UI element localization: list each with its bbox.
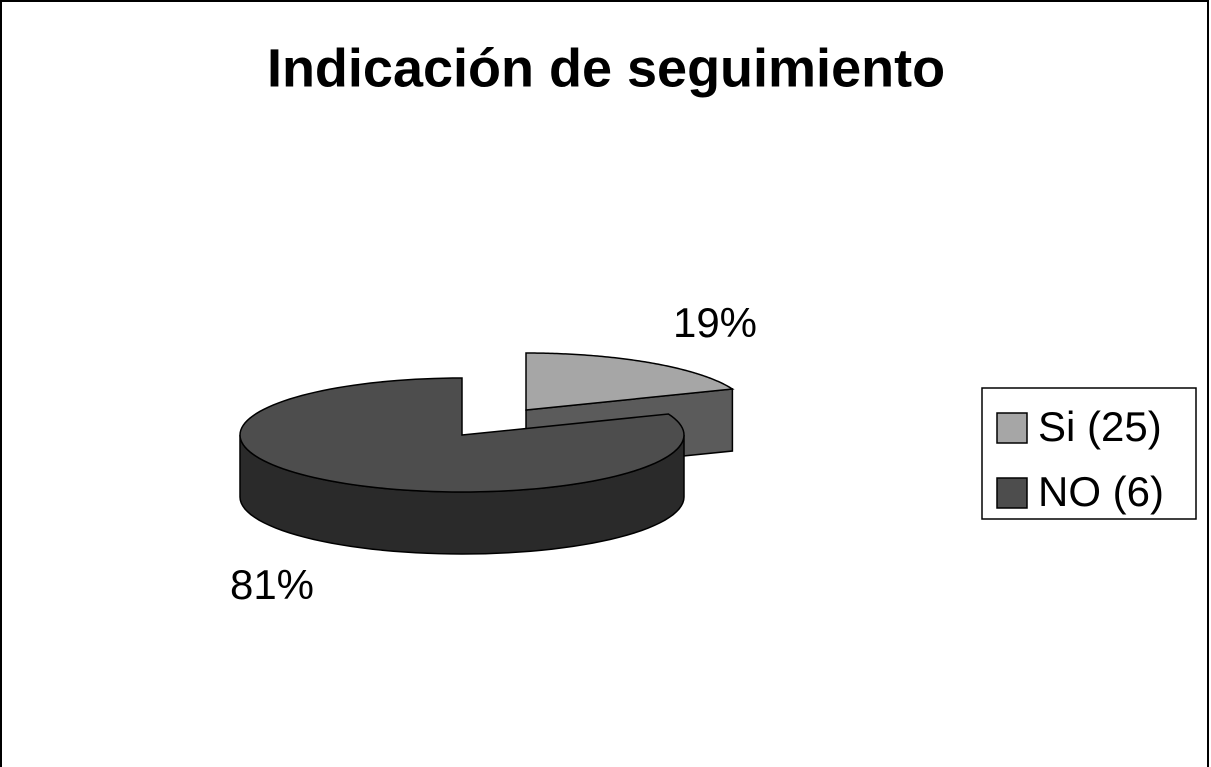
legend-label: NO (6)	[1038, 468, 1164, 515]
data-label: 81%	[230, 561, 314, 608]
pie-slice	[239, 377, 685, 493]
pie-slice	[525, 352, 735, 411]
legend-swatch	[996, 412, 1028, 444]
chart-title: Indicación de seguimiento	[267, 38, 945, 98]
data-label: 19%	[673, 299, 757, 346]
legend-label: Si (25)	[1038, 403, 1162, 450]
legend-swatch	[996, 477, 1028, 509]
